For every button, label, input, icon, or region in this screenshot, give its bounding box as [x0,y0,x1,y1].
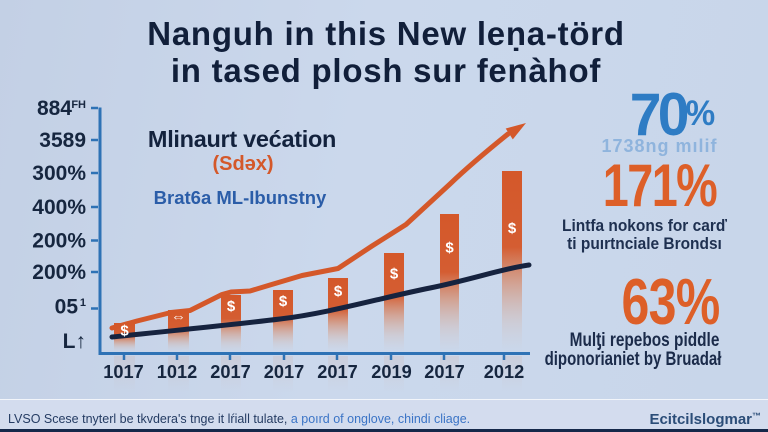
svg-text:FH: FH [71,99,86,111]
svg-text:3589: 3589 [39,129,86,152]
svg-text:1017: 1017 [103,362,143,382]
svg-text:2019: 2019 [371,362,411,382]
svg-text:300%: 300% [32,162,86,185]
svg-text:$: $ [334,283,343,300]
svg-text:⇔: ⇔ [171,309,186,326]
svg-text:2017: 2017 [210,362,250,382]
svg-text:$: $ [390,266,399,283]
svg-text:$: $ [508,220,517,237]
svg-text:884: 884 [37,97,72,120]
svg-text:2017: 2017 [264,362,304,382]
svg-text:2017: 2017 [424,362,464,382]
svg-text:1012: 1012 [157,362,197,382]
svg-text:$: $ [120,323,129,340]
svg-text:400%: 400% [32,196,86,219]
svg-text:$: $ [227,298,236,315]
svg-text:2017: 2017 [317,362,357,382]
svg-text:05: 05 [55,296,79,319]
svg-text:L↑: L↑ [63,330,86,353]
svg-text:200%: 200% [32,230,86,253]
svg-text:$: $ [279,293,288,310]
svg-text:1: 1 [80,297,86,309]
svg-text:2012: 2012 [484,362,524,382]
svg-text:$: $ [445,240,454,257]
svg-text:200%: 200% [32,261,86,284]
